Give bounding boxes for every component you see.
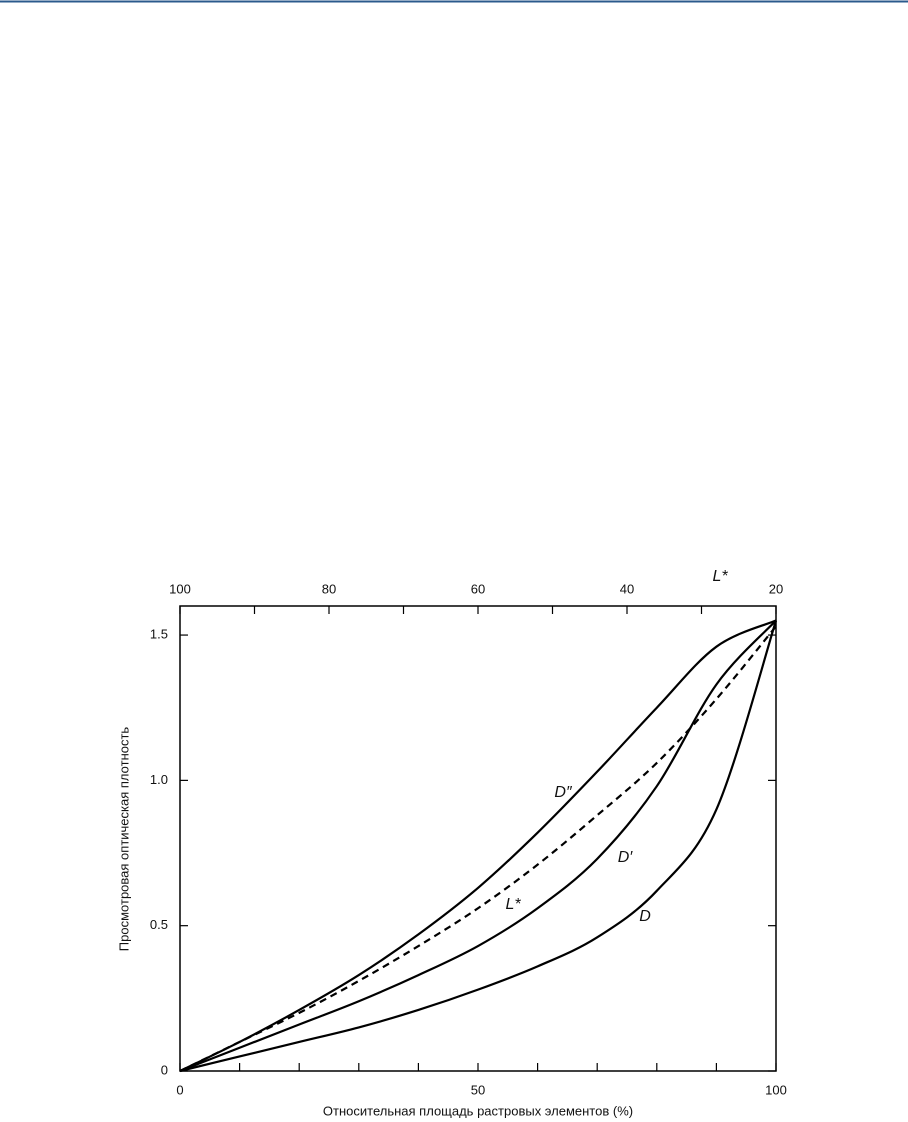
x-tick-label: 100: [765, 1082, 787, 1097]
x-tick-label: 0: [176, 1082, 183, 1097]
series-line: [179, 619, 777, 1073]
series-label: D: [639, 908, 651, 925]
x-axis-title: Относительная площадь растровых элементо…: [323, 1103, 633, 1118]
series-label: L*: [505, 896, 521, 913]
y-axis-title: Просмотровая оптическая плотность: [116, 727, 131, 952]
y-tick-label: 0.5: [150, 917, 168, 932]
series-line: [179, 625, 777, 1072]
x2-tick-label: 80: [322, 581, 336, 596]
series-line: [179, 619, 777, 1072]
x2-axis-title: L*: [712, 568, 728, 585]
y-tick-label: 1.0: [150, 772, 168, 787]
y-tick-label: 0: [161, 1062, 168, 1077]
series-line: [179, 620, 778, 1073]
y-tick-label: 1.5: [150, 627, 168, 642]
x2-tick-label: 100: [169, 581, 191, 596]
x2-tick-label: 20: [769, 581, 783, 596]
x2-tick-label: 40: [620, 581, 634, 596]
x-tick-label: 50: [471, 1082, 485, 1097]
x2-tick-label: 60: [471, 581, 485, 596]
series-label: D″: [554, 784, 573, 801]
series-label: D′: [618, 849, 634, 866]
